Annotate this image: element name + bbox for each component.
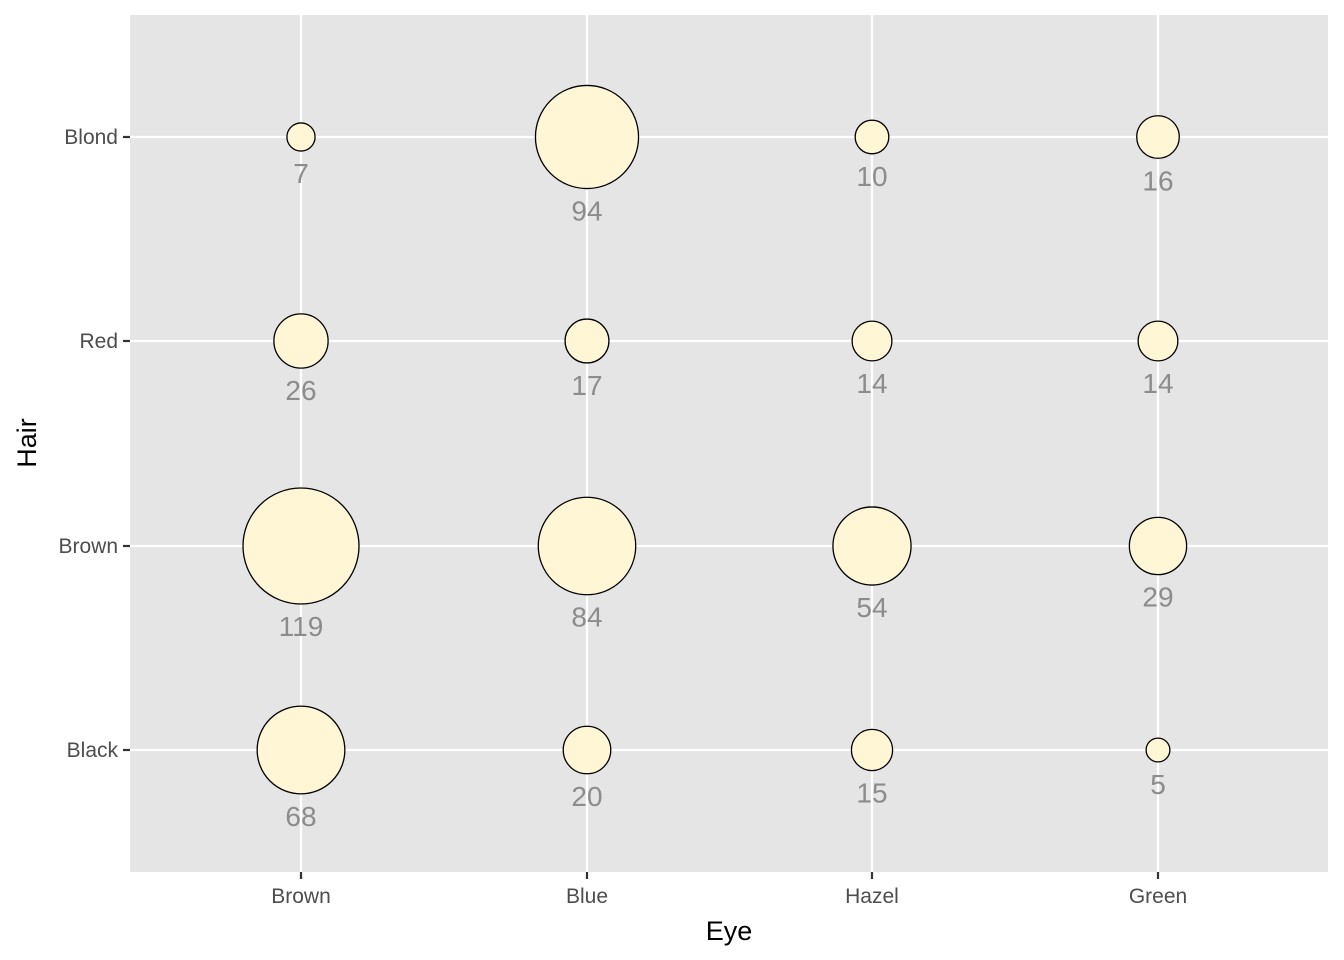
y-tick-label-red: Red xyxy=(79,330,118,353)
count-label-green-brown: 29 xyxy=(1142,582,1173,613)
x-tick-label-hazel: Hazel xyxy=(845,885,899,908)
count-label-layer: 68 119 26 7 20 84 17 94 15 54 14 10 5 29 14 16 xyxy=(279,158,1174,832)
count-label-hazel-brown: 54 xyxy=(856,592,887,623)
count-label-green-black: 5 xyxy=(1150,769,1166,800)
count-label-blue-brown: 84 xyxy=(571,602,602,633)
bubble-brown-black xyxy=(256,705,346,795)
bubble-hazel-blond xyxy=(854,119,890,155)
bubble-blue-black xyxy=(562,725,612,775)
bubble-brown-red xyxy=(273,313,329,369)
count-label-blue-blond: 94 xyxy=(571,196,602,227)
bubble-layer xyxy=(242,84,1188,795)
bubble-green-red xyxy=(1137,320,1179,362)
count-label-brown-red: 26 xyxy=(285,375,316,406)
x-tick-label-brown: Brown xyxy=(271,885,331,908)
count-label-hazel-black: 15 xyxy=(856,778,887,809)
bubble-hazel-red xyxy=(851,320,893,362)
count-label-green-red: 14 xyxy=(1142,368,1173,399)
bubble-green-blond xyxy=(1136,115,1180,159)
bubble-green-black xyxy=(1145,737,1171,763)
count-label-blue-red: 17 xyxy=(571,370,602,401)
x-tick-label-green: Green xyxy=(1129,885,1187,908)
y-axis-title: Hair xyxy=(12,418,42,468)
count-label-hazel-red: 14 xyxy=(856,368,887,399)
y-tick-label-brown: Brown xyxy=(58,535,118,558)
bubble-green-brown xyxy=(1128,516,1188,576)
axis-layer: Brown Blue Hazel Green Black Brown Red Blond xyxy=(58,126,1187,908)
count-label-brown-brown: 119 xyxy=(279,611,324,642)
y-tick-label-blond: Blond xyxy=(64,126,118,149)
bubble-brown-blond xyxy=(286,122,316,152)
count-label-brown-blond: 7 xyxy=(293,158,309,189)
bubble-blue-brown xyxy=(537,496,637,596)
count-label-hazel-blond: 10 xyxy=(856,161,887,192)
x-axis-title: Eye xyxy=(706,916,753,946)
count-label-green-blond: 16 xyxy=(1142,165,1173,196)
bubble-hazel-brown xyxy=(832,506,912,586)
count-label-blue-black: 20 xyxy=(571,781,602,812)
bubble-hazel-black xyxy=(850,728,894,772)
bubble-blue-red xyxy=(564,318,610,364)
bubble-brown-brown xyxy=(242,487,360,605)
count-label-brown-black: 68 xyxy=(285,801,316,832)
y-tick-label-black: Black xyxy=(67,739,119,762)
x-tick-label-blue: Blue xyxy=(566,885,608,908)
bubble-blue-blond xyxy=(534,84,640,190)
